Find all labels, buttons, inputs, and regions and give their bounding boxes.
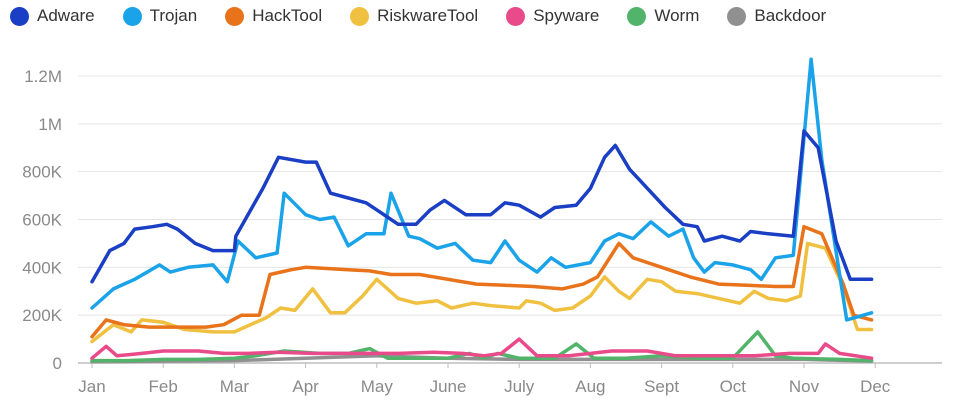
legend-swatch: [727, 6, 747, 26]
x-tick-label: Nov: [789, 377, 820, 396]
y-tick-label: 200K: [22, 306, 62, 325]
legend-item-worm[interactable]: Worm: [627, 6, 699, 26]
series-line-riskwaretool: [90, 241, 874, 344]
x-tick-label: Apr: [292, 377, 319, 396]
legend-item-adware[interactable]: Adware: [10, 6, 95, 26]
legend: Adware Trojan HackTool RiskwareTool Spyware W…: [10, 6, 854, 26]
legend-label: Spyware: [533, 6, 600, 25]
legend-swatch: [225, 6, 245, 26]
x-tick-label: Sept: [644, 377, 679, 396]
y-tick-label: 0: [53, 354, 62, 373]
legend-swatch: [350, 6, 370, 26]
x-tick-label: Jan: [78, 377, 105, 396]
legend-swatch: [122, 6, 142, 26]
x-tick-label: Aug: [575, 377, 605, 396]
legend-label: Adware: [37, 6, 95, 25]
legend-item-trojan[interactable]: Trojan: [122, 6, 198, 26]
y-tick-label: 400K: [22, 258, 62, 277]
legend-item-hacktool[interactable]: HackTool: [225, 6, 322, 26]
x-tick-label: Feb: [149, 377, 178, 396]
legend-label: Trojan: [149, 6, 198, 25]
legend-label: Backdoor: [754, 6, 827, 25]
series-line-worm: [90, 330, 874, 363]
x-tick-label: Dec: [860, 377, 891, 396]
x-tick-label: Mar: [220, 377, 250, 396]
series-line-spyware: [90, 337, 874, 360]
x-tick-label: Oct: [720, 377, 747, 396]
x-tick-label: July: [504, 377, 535, 396]
x-tick-label: May: [361, 377, 394, 396]
legend-item-riskwaretool[interactable]: RiskwareTool: [350, 6, 478, 26]
legend-item-spyware[interactable]: Spyware: [506, 6, 599, 26]
series-line-trojan: [90, 57, 874, 322]
series-line-adware: [90, 129, 874, 284]
legend-label: Worm: [654, 6, 700, 25]
legend-label: RiskwareTool: [377, 6, 479, 25]
y-tick-label: 1M: [38, 115, 62, 134]
y-tick-label: 800K: [22, 163, 62, 182]
legend-item-backdoor[interactable]: Backdoor: [727, 6, 826, 26]
legend-swatch: [506, 6, 526, 26]
series-line-hacktool: [90, 224, 874, 339]
legend-swatch: [10, 6, 29, 26]
x-tick-label: June: [430, 377, 467, 396]
legend-swatch: [627, 6, 647, 26]
legend-label: HackTool: [252, 6, 323, 25]
y-tick-label: 1.2M: [24, 67, 62, 86]
y-tick-label: 600K: [22, 211, 62, 230]
